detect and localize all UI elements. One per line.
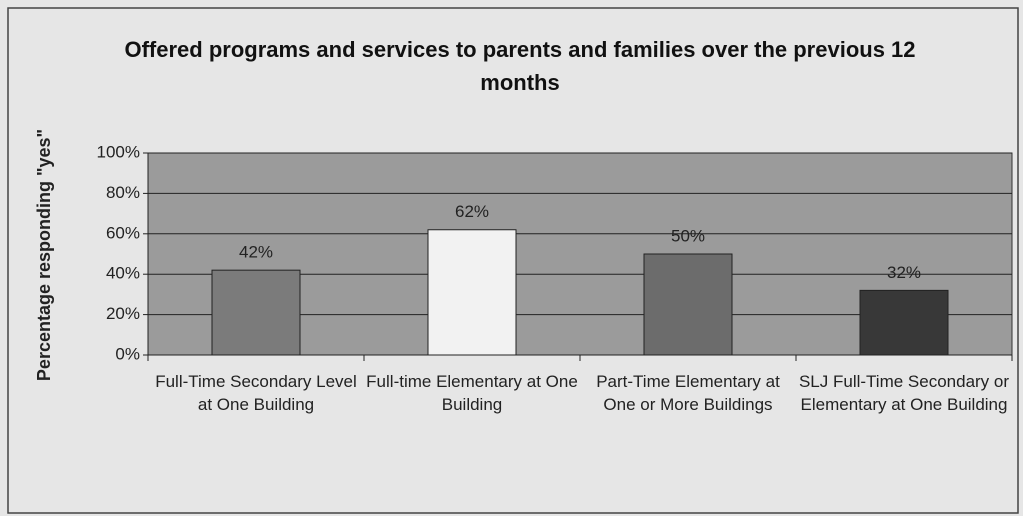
value-label: 50% xyxy=(671,226,705,245)
x-tick-label: Full-time Elementary at One Building xyxy=(366,372,578,414)
bar xyxy=(859,289,949,356)
y-axis-label: Percentage responding "yes" xyxy=(34,129,54,381)
value-label: 42% xyxy=(239,243,273,262)
chart-title: Offered programs and services to parents… xyxy=(124,37,916,95)
y-tick-label: 80% xyxy=(106,183,140,202)
x-tick-label: Part-Time Elementary at One or More Buil… xyxy=(596,372,780,414)
bar xyxy=(427,229,517,356)
x-tick-box: Full-time Elementary at One Building xyxy=(366,372,578,414)
y-tick-label: 40% xyxy=(106,264,140,283)
bar xyxy=(643,253,733,356)
x-tick-box: Part-Time Elementary at One or More Buil… xyxy=(596,372,780,414)
title-box: Offered programs and services to parents… xyxy=(124,37,916,95)
y-tick-label: 20% xyxy=(106,304,140,323)
x-tick-label: Full-Time Secondary Level at One Buildin… xyxy=(155,372,357,414)
value-label: 62% xyxy=(455,202,489,221)
x-tick-box: Full-Time Secondary Level at One Buildin… xyxy=(155,372,357,414)
y-tick-label: 60% xyxy=(106,223,140,242)
x-tick-label: SLJ Full-Time Secondary or Elementary at… xyxy=(798,372,1010,414)
x-tick-box: SLJ Full-Time Secondary or Elementary at… xyxy=(798,372,1010,414)
y-tick-label: 100% xyxy=(97,142,140,161)
value-label: 32% xyxy=(887,263,921,282)
chart-border xyxy=(7,7,1019,514)
bar xyxy=(211,269,301,356)
y-tick-label: 0% xyxy=(115,344,140,363)
